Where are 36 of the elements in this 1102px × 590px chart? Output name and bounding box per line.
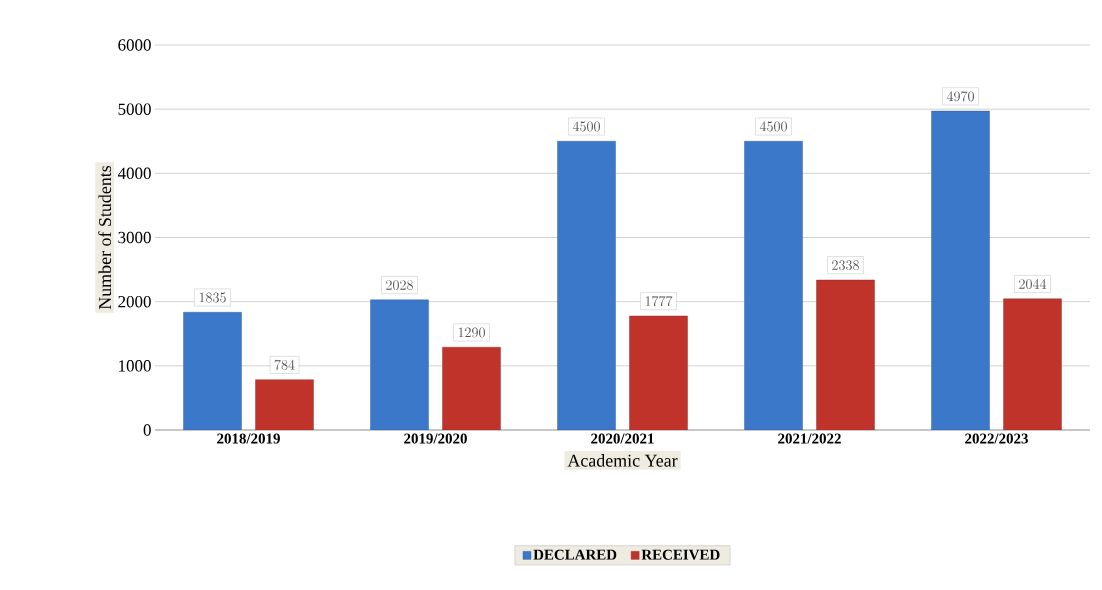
- y-tick-label: 4000: [117, 167, 151, 180]
- x-tick-label: 2021/2022: [778, 433, 841, 444]
- bar: [557, 141, 616, 430]
- data-label: 1835: [199, 292, 226, 303]
- data-label: 4500: [572, 121, 600, 132]
- y-tick-label: 0: [143, 424, 151, 436]
- y-tick-label: 3000: [118, 231, 151, 244]
- data-label: 784: [274, 359, 295, 370]
- bar: [370, 299, 429, 430]
- data-label: 2044: [1019, 279, 1047, 289]
- bar: [816, 279, 875, 430]
- data-label: 4500: [759, 121, 787, 132]
- y-tick-label: 1000: [119, 360, 151, 372]
- bar: [931, 110, 990, 430]
- y-tick-label: 6000: [118, 39, 151, 51]
- bar: [442, 347, 501, 430]
- x-tick-label: 2018/2019: [217, 433, 280, 444]
- legend-label: DECLARED: [533, 549, 617, 560]
- y-axis-title: Number of Students: [98, 165, 112, 310]
- data-label: 2028: [386, 280, 413, 291]
- x-tick-label: 2019/2020: [404, 433, 467, 444]
- y-tick-label: 5000: [118, 103, 151, 115]
- bar: [744, 141, 803, 430]
- bar: [255, 379, 314, 430]
- x-tick-label: 2020/2021: [591, 433, 654, 444]
- x-tick-label: 2022/2023: [965, 433, 1028, 444]
- bar: [183, 312, 242, 430]
- y-tick-label: 2000: [118, 295, 151, 308]
- x-axis-title: Academic Year: [567, 454, 678, 467]
- data-label: 1290: [458, 327, 485, 338]
- data-label: 2338: [832, 260, 859, 271]
- data-label: 1777: [645, 296, 673, 307]
- data-label: 4970: [946, 91, 974, 102]
- bar: [629, 315, 688, 430]
- bar: [1003, 298, 1062, 430]
- legend-label: RECEIVED: [641, 549, 720, 560]
